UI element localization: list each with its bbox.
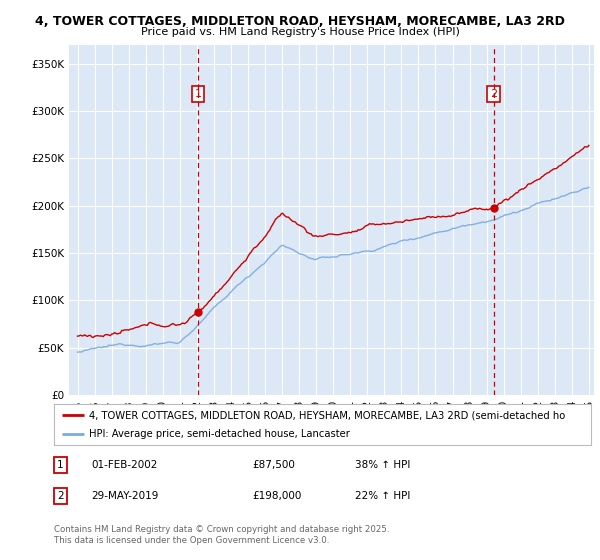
Text: 4, TOWER COTTAGES, MIDDLETON ROAD, HEYSHAM, MORECAMBE, LA3 2RD: 4, TOWER COTTAGES, MIDDLETON ROAD, HEYSH… xyxy=(35,15,565,27)
Text: 4, TOWER COTTAGES, MIDDLETON ROAD, HEYSHAM, MORECAMBE, LA3 2RD (semi-detached ho: 4, TOWER COTTAGES, MIDDLETON ROAD, HEYSH… xyxy=(89,410,565,421)
Text: 01-FEB-2002: 01-FEB-2002 xyxy=(92,460,158,470)
Text: HPI: Average price, semi-detached house, Lancaster: HPI: Average price, semi-detached house,… xyxy=(89,429,350,439)
Text: £87,500: £87,500 xyxy=(253,460,296,470)
Text: 1: 1 xyxy=(195,89,202,99)
Text: Contains HM Land Registry data © Crown copyright and database right 2025.
This d: Contains HM Land Registry data © Crown c… xyxy=(54,525,389,545)
Text: 29-MAY-2019: 29-MAY-2019 xyxy=(92,491,159,501)
Text: Price paid vs. HM Land Registry's House Price Index (HPI): Price paid vs. HM Land Registry's House … xyxy=(140,27,460,37)
Text: 22% ↑ HPI: 22% ↑ HPI xyxy=(355,491,410,501)
Text: £198,000: £198,000 xyxy=(253,491,302,501)
Text: 1: 1 xyxy=(57,460,64,470)
Text: 38% ↑ HPI: 38% ↑ HPI xyxy=(355,460,410,470)
Text: 2: 2 xyxy=(490,89,497,99)
Text: 2: 2 xyxy=(57,491,64,501)
